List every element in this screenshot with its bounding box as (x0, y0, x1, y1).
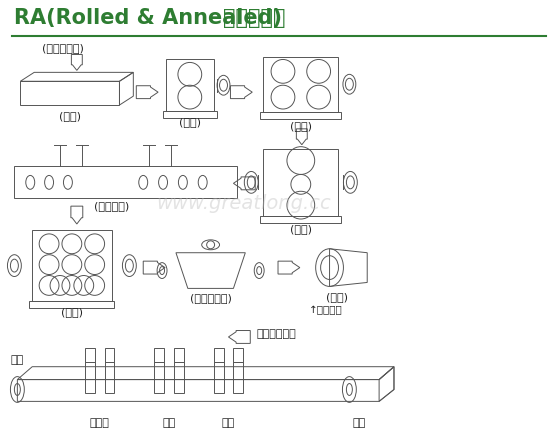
Bar (213, 362, 223, 393)
Text: (退火酸洗): (退火酸洗) (94, 201, 129, 211)
Bar (105, 362, 114, 393)
Bar (263, 58, 338, 112)
Text: 防锨: 防锨 (222, 418, 235, 428)
Text: 表面處理工程: 表面處理工程 (256, 329, 296, 339)
Text: 前處理: 前處理 (90, 418, 110, 428)
Text: (原箔): (原箔) (326, 292, 348, 302)
Bar (29, 301, 114, 308)
Bar (154, 348, 164, 362)
Text: 原箔: 原箔 (11, 355, 24, 365)
Text: ↑原箔工程: ↑原箔工程 (309, 305, 343, 315)
Text: www.greatlong.cc: www.greatlong.cc (156, 194, 331, 213)
Bar (234, 348, 244, 362)
Bar (32, 230, 111, 301)
Text: RA(Rolled & Annealed): RA(Rolled & Annealed) (15, 8, 290, 28)
Bar (260, 216, 342, 223)
Bar (105, 348, 114, 362)
Bar (234, 362, 244, 393)
Bar (154, 362, 164, 393)
Bar (263, 149, 338, 216)
Bar (163, 111, 217, 118)
Text: (精軍): (精軍) (61, 307, 83, 317)
Text: (熱軍): (熱軍) (179, 117, 201, 127)
Text: (溶層、餓造): (溶層、餓造) (42, 43, 84, 52)
Bar (213, 348, 223, 362)
Text: 銅生產流程: 銅生產流程 (222, 8, 285, 28)
Text: (中軍): (中軍) (290, 224, 312, 234)
Text: 成品: 成品 (353, 418, 366, 428)
Text: 粗化: 粗化 (162, 418, 176, 428)
Bar (85, 362, 95, 393)
Bar (15, 166, 237, 198)
Text: (脆脂、洗淨): (脆脂、洗淨) (190, 293, 232, 303)
Bar (260, 112, 342, 119)
Bar (85, 348, 95, 362)
Bar (174, 362, 184, 393)
Bar (166, 59, 213, 111)
Text: (餓胚): (餓胚) (59, 111, 81, 121)
Text: (面削): (面削) (290, 121, 312, 131)
Bar (174, 348, 184, 362)
